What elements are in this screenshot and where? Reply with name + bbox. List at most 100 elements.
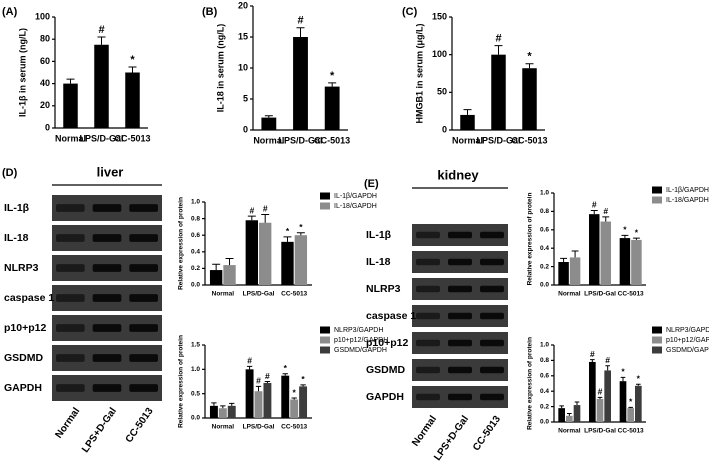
bar: [261, 117, 277, 130]
error-bar: [328, 82, 337, 87]
y-tick-label: 1.0: [540, 190, 549, 197]
legend-label: IL-1β/GAPDH: [666, 187, 709, 194]
bar: [245, 220, 258, 285]
blot-row-label: GAPDH: [4, 382, 42, 394]
legend-label: p10+p12/GAPDH: [666, 337, 709, 344]
blot-row-label: caspase 1: [4, 292, 54, 304]
bar: [125, 72, 140, 128]
annotation: #: [590, 349, 595, 359]
bar: [294, 235, 308, 285]
blot-band: [129, 294, 158, 302]
error-bar: [632, 237, 640, 240]
y-tick-label: 0.0: [191, 282, 200, 289]
legend-swatch: [652, 336, 662, 344]
error-bar: [225, 257, 234, 266]
blot-band: [129, 264, 158, 272]
bar: [227, 405, 236, 418]
annotation: *: [527, 51, 532, 63]
blot-band: [92, 384, 122, 392]
legend-label: NLRP3/GAPDH: [666, 327, 709, 334]
x-tick-label: Normal: [55, 133, 86, 143]
error-bar: [590, 209, 598, 215]
error-bar: [264, 381, 271, 383]
legend-label: IL-18/GAPDH: [334, 203, 377, 210]
blot-band: [448, 258, 472, 266]
bar: [281, 241, 294, 285]
x-tick-label: LPS/D-Gal: [243, 424, 275, 431]
y-tick-label: 0.4: [540, 388, 549, 395]
x-tick-label: Normal: [253, 135, 284, 145]
error-bar: [229, 402, 235, 406]
bar: [558, 408, 565, 422]
bar: [619, 238, 631, 285]
y-tick-label: 0.6: [540, 373, 549, 380]
blot-row-label: p10+p12: [4, 322, 46, 334]
y-tick-label: 10: [238, 62, 248, 72]
x-tick-label: CC-5013: [281, 424, 307, 431]
bar: [281, 375, 290, 418]
error-bar: [247, 215, 256, 221]
legend-swatch: [652, 326, 662, 334]
blot-band: [56, 294, 85, 302]
y-axis-label: Relative expression of protein: [527, 193, 534, 286]
error-bar: [605, 365, 610, 371]
bar: [619, 381, 627, 422]
y-tick-label: 0.5: [191, 390, 200, 397]
bar: [223, 265, 236, 285]
annotation: *: [330, 70, 335, 82]
annotation: *: [621, 367, 625, 377]
bar: [290, 399, 299, 418]
annotation: #: [263, 204, 268, 214]
blot-row-label: GSDMD: [366, 364, 406, 376]
y-tick-label: 0.0: [191, 415, 200, 422]
bar: [573, 405, 581, 422]
bar: [209, 405, 218, 418]
y-tick-label: 0.0: [540, 419, 549, 426]
y-tick-label: 40: [40, 78, 50, 88]
error-bar: [621, 234, 629, 239]
y-tick-label: 5: [243, 93, 248, 103]
legend-label: GSDMD/GAPDH: [666, 347, 709, 354]
y-tick-label: 0.6: [191, 232, 200, 239]
annotation: *: [130, 54, 135, 66]
bar: [558, 262, 569, 285]
y-axis-label: Relative expression of protein: [178, 197, 185, 290]
blot-band: [92, 354, 122, 362]
annotation: #: [247, 356, 252, 366]
annotation: *: [301, 374, 305, 384]
error-bar: [211, 402, 217, 406]
x-tick-label: LPS/D-Gal: [243, 291, 275, 298]
error-bar: [283, 236, 292, 242]
panel-label: (C): [402, 6, 418, 18]
annotation: *: [293, 387, 297, 397]
annotation: #: [603, 206, 608, 216]
bar: [324, 86, 340, 130]
legend-label: IL-18/GAPDH: [666, 197, 709, 204]
y-axis-label: Relative expression of protein: [178, 335, 185, 428]
y-axis-label: Relative expression of protein: [527, 337, 534, 430]
error-bar: [463, 109, 472, 115]
error-bar: [590, 359, 595, 362]
error-bar: [261, 213, 270, 223]
panel-label: (E): [364, 178, 379, 190]
error-bar: [567, 413, 572, 416]
y-tick-label: 1.0: [191, 199, 200, 206]
y-tick-label: 0: [442, 124, 447, 134]
annotation: #: [297, 15, 303, 27]
bar: [299, 386, 308, 418]
x-tick-label: Normal: [212, 424, 235, 431]
y-tick-label: 0.2: [540, 263, 549, 270]
blot-band: [129, 384, 158, 392]
bar: [600, 221, 611, 285]
lane-label: CC-5013: [471, 414, 503, 453]
x-tick-label: Normal: [558, 428, 581, 435]
annotation: *: [629, 397, 633, 407]
blot-band: [448, 339, 472, 347]
annotation: #: [256, 376, 261, 386]
bar: [491, 54, 506, 130]
bar: [589, 361, 596, 422]
blot-band: [448, 231, 472, 239]
blot-row-label: GSDMD: [4, 352, 44, 364]
bar: [627, 408, 634, 422]
y-axis-label: HMGB1 in serum (μg/L): [414, 23, 424, 123]
